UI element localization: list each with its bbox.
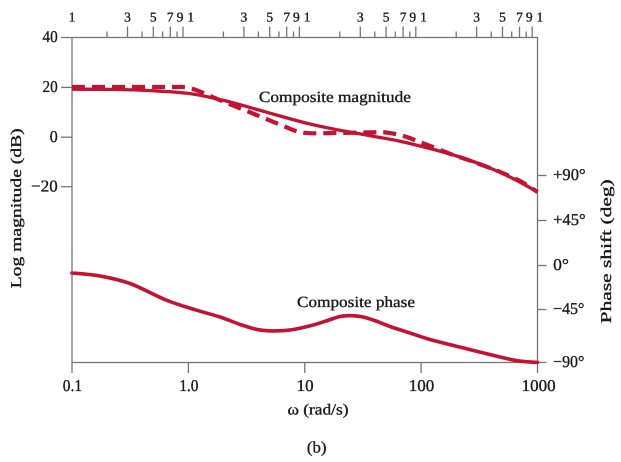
svg-text:ω (rad/s): ω (rad/s) bbox=[288, 402, 349, 419]
svg-text:7: 7 bbox=[516, 10, 523, 25]
svg-text:100: 100 bbox=[409, 376, 435, 395]
svg-text:5: 5 bbox=[150, 10, 157, 25]
svg-text:Composite phase: Composite phase bbox=[297, 294, 415, 311]
svg-text:0.1: 0.1 bbox=[63, 376, 82, 395]
svg-text:1: 1 bbox=[304, 10, 311, 25]
svg-text:7: 7 bbox=[400, 10, 407, 25]
svg-text:3: 3 bbox=[473, 10, 480, 25]
svg-text:−20: −20 bbox=[31, 176, 58, 195]
svg-text:5: 5 bbox=[383, 10, 390, 25]
svg-text:Composite magnitude: Composite magnitude bbox=[259, 89, 411, 106]
svg-text:40: 40 bbox=[43, 27, 58, 46]
svg-text:1.0: 1.0 bbox=[179, 376, 198, 395]
svg-text:10: 10 bbox=[297, 376, 314, 395]
svg-text:+90°: +90° bbox=[553, 165, 586, 184]
svg-text:9: 9 bbox=[526, 10, 533, 25]
svg-text:0: 0 bbox=[50, 127, 58, 146]
svg-text:5: 5 bbox=[266, 10, 273, 25]
svg-text:Log magnitude (dB): Log magnitude (dB) bbox=[9, 128, 25, 288]
svg-text:9: 9 bbox=[409, 10, 416, 25]
svg-text:5: 5 bbox=[499, 10, 506, 25]
svg-text:−45°: −45° bbox=[553, 299, 584, 318]
svg-text:9: 9 bbox=[177, 10, 184, 25]
svg-text:(b): (b) bbox=[307, 439, 327, 456]
svg-text:1: 1 bbox=[420, 10, 427, 25]
svg-text:7: 7 bbox=[167, 10, 174, 25]
svg-text:1: 1 bbox=[537, 10, 544, 25]
svg-text:7: 7 bbox=[283, 10, 290, 25]
svg-text:3: 3 bbox=[241, 10, 248, 25]
svg-text:+45°: +45° bbox=[553, 210, 586, 229]
svg-text:3: 3 bbox=[124, 10, 131, 25]
svg-text:9: 9 bbox=[293, 10, 300, 25]
svg-text:1: 1 bbox=[187, 10, 194, 25]
svg-text:3: 3 bbox=[357, 10, 364, 25]
svg-text:0°: 0° bbox=[553, 255, 569, 274]
svg-text:1: 1 bbox=[69, 10, 76, 25]
svg-text:1000: 1000 bbox=[522, 376, 556, 395]
svg-text:20: 20 bbox=[43, 77, 58, 96]
svg-text:−90°: −90° bbox=[553, 352, 584, 371]
svg-text:Phase shift (deg): Phase shift (deg) bbox=[599, 179, 615, 323]
